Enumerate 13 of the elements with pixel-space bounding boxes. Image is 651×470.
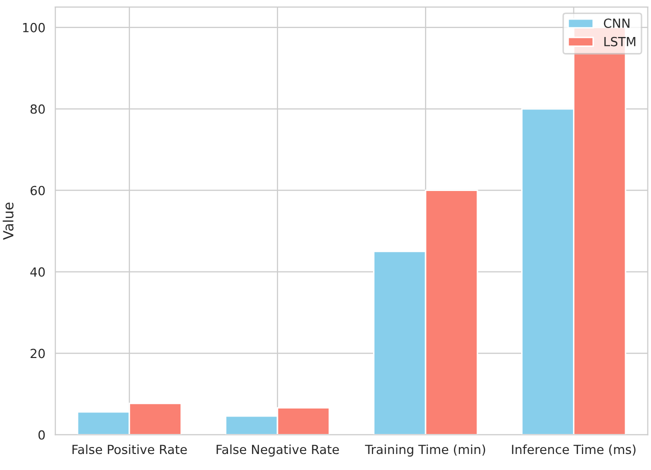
y-tick-label: 100: [23, 22, 45, 32]
y-tick-label: 0: [38, 430, 45, 440]
y-tick-label: 80: [30, 104, 45, 114]
y-axis-title: Value: [2, 202, 14, 240]
x-tick-label: Inference Time (ms): [512, 444, 636, 456]
y-tick-label: 20: [30, 348, 45, 358]
y-tick-label: 40: [30, 267, 45, 277]
y-tick-label: 60: [30, 186, 45, 196]
x-tick-label: False Positive Rate: [72, 444, 187, 454]
x-tick-label: False Negative Rate: [216, 444, 339, 457]
legend-label: CNN: [604, 18, 630, 28]
x-tick-label: Training Time (min): [364, 444, 486, 457]
legend-label: LSTM: [604, 36, 636, 46]
